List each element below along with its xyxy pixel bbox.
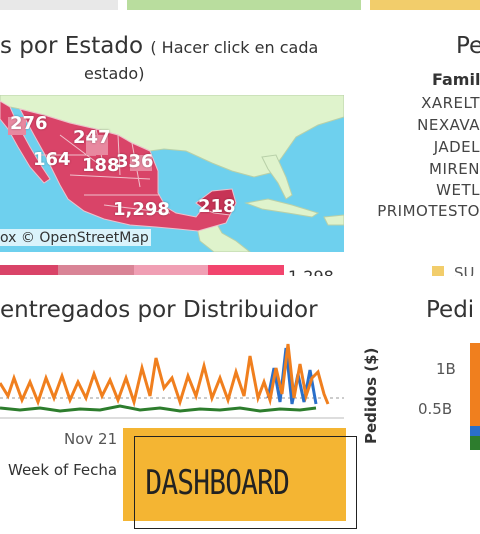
- series-line: [0, 343, 330, 408]
- map-title-main: s por Estado: [0, 33, 144, 59]
- map-attribution[interactable]: ox © OpenStreetMap: [0, 229, 151, 246]
- legend-swatch: [432, 266, 444, 276]
- map-subtitle-line2: estado): [84, 64, 145, 83]
- family-item[interactable]: NEXAVA: [417, 116, 480, 134]
- state-value-label[interactable]: 1,298: [113, 199, 170, 220]
- state-value-label[interactable]: 247: [73, 127, 111, 148]
- family-item[interactable]: WETL: [436, 181, 480, 199]
- legend-swatch: [134, 265, 208, 275]
- top-bar-green: [127, 0, 361, 10]
- x-axis-label: Week of Fecha: [8, 461, 118, 479]
- bar-chart-title: Pedi: [426, 297, 475, 323]
- line-chart-graphic: [0, 343, 344, 419]
- state-value-label[interactable]: 336: [116, 151, 154, 172]
- family-item[interactable]: MIREN: [429, 160, 480, 178]
- family-legend-label: SU: [454, 264, 475, 276]
- dashboard-button-background: [123, 428, 346, 521]
- y-axis-label: Pedidos ($): [362, 347, 380, 444]
- map-graphic: [0, 95, 344, 252]
- top-bar-yellow: [370, 0, 480, 10]
- bar-segment[interactable]: [470, 436, 480, 450]
- family-item[interactable]: JADEL: [433, 138, 480, 156]
- mexico-map[interactable]: 276 247 164 188 336 1,298 218: [0, 95, 344, 252]
- dashboard-button-label: DASHBOARD: [145, 462, 290, 503]
- map-title: s por Estado ( Hacer click en cada: [0, 33, 318, 59]
- family-item[interactable]: PRIMOTESTO: [377, 202, 480, 220]
- line-chart[interactable]: [0, 338, 344, 428]
- legend-swatch: [208, 265, 284, 275]
- state-value-label[interactable]: 218: [198, 196, 236, 217]
- y-axis-tick: 1B: [436, 360, 456, 378]
- series-line: [266, 347, 318, 405]
- bar-segment[interactable]: [470, 343, 480, 426]
- legend-max-value: 1,298: [288, 267, 334, 276]
- state-value-label[interactable]: 276: [10, 113, 48, 134]
- state-value-label[interactable]: 188: [82, 155, 120, 176]
- family-header: Famil: [432, 70, 480, 89]
- legend-clip: 1,298: [280, 262, 350, 276]
- top-bar-gray: [0, 0, 118, 10]
- family-panel-title: Pe: [456, 33, 480, 59]
- legend-swatch: [0, 265, 58, 275]
- legend-swatch: [58, 265, 134, 275]
- dashboard-button[interactable]: [134, 436, 357, 529]
- bar-segment[interactable]: [470, 426, 480, 436]
- x-axis-tick: Nov 21: [64, 430, 118, 448]
- line-chart-title: entregados por Distribuidor: [0, 297, 318, 323]
- family-item[interactable]: XARELT: [421, 94, 480, 112]
- map-subtitle: ( Hacer click en cada: [150, 38, 319, 57]
- family-legend-clip: SU: [432, 262, 480, 276]
- y-axis-tick: 0.5B: [418, 400, 453, 418]
- series-line: [0, 404, 317, 413]
- state-value-label[interactable]: 164: [33, 149, 71, 170]
